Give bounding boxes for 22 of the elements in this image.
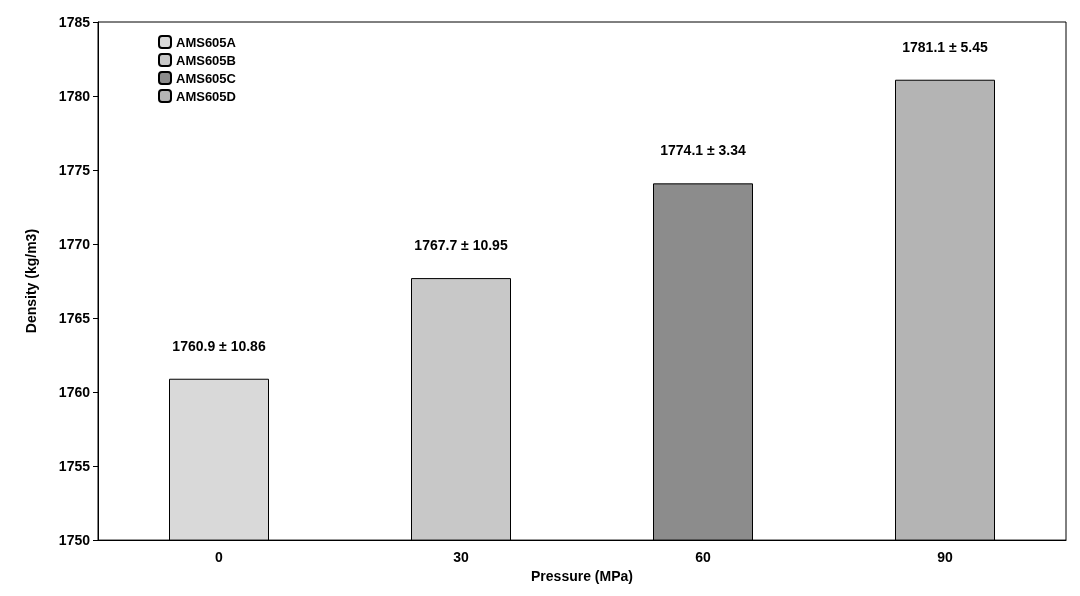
y-tick-label: 1770: [58, 236, 91, 253]
data-label: 1767.7 ± 10.95: [414, 237, 508, 254]
x-tick-label: 0: [215, 549, 224, 566]
legend-label: AMS605A: [176, 34, 237, 50]
y-axis-title: Density (kg/m3): [23, 228, 39, 334]
x-tick-label: 60: [695, 549, 711, 566]
y-tick-label: 1760: [58, 384, 91, 401]
x-tick-label: 90: [937, 549, 953, 566]
data-label: 1781.1 ± 5.45: [902, 38, 988, 55]
y-tick-label: 1785: [58, 14, 91, 30]
x-axis-title: Pressure (MPa): [531, 568, 633, 584]
y-tick-label: 1780: [58, 88, 91, 105]
x-tick-label: 30: [453, 549, 469, 566]
y-tick-label: 1765: [58, 310, 91, 327]
legend-label: AMS605D: [176, 88, 236, 104]
y-tick-label: 1755: [58, 458, 91, 475]
legend-label: AMS605B: [176, 52, 236, 68]
data-label: 1760.9 ± 10.86: [172, 337, 266, 354]
data-label: 1774.1 ± 3.34: [660, 142, 746, 159]
legend-label: AMS605C: [176, 70, 237, 86]
y-tick-label: 1750: [58, 532, 91, 549]
y-tick-label: 1775: [58, 162, 91, 179]
